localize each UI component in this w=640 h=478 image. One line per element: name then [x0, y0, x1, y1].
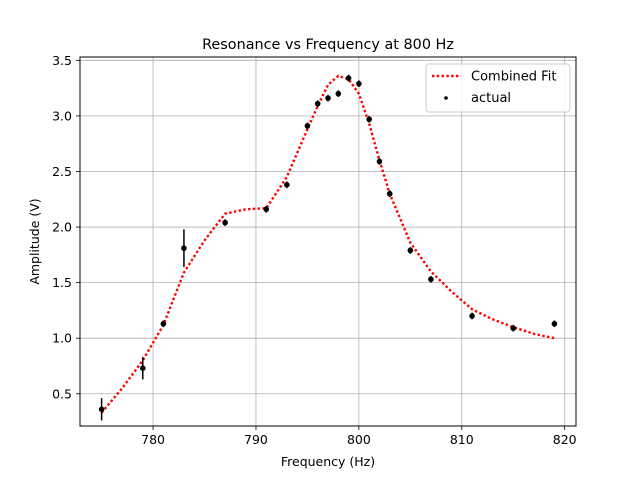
grid-lines — [80, 57, 576, 426]
y-tick-label: 1.0 — [52, 331, 72, 346]
data-point — [284, 182, 290, 188]
x-tick-label: 810 — [450, 432, 474, 447]
y-tick-label: 2.5 — [52, 164, 72, 179]
data-point — [160, 320, 167, 327]
axis-ticks: 780 790 800 810 820 0.5 1.0 1.5 2.0 2.5 3.0 3.5 — [52, 53, 577, 447]
combined-fit-line — [100, 74, 555, 414]
data-point — [376, 158, 383, 165]
chart-title: Resonance vs Frequency at 800 Hz — [202, 37, 454, 53]
fit-series — [100, 74, 555, 414]
data-point — [366, 116, 372, 123]
data-point — [263, 206, 270, 213]
data-point — [181, 245, 187, 251]
y-tick-label: 2.0 — [52, 220, 72, 235]
data-point — [304, 123, 311, 129]
legend: Combined Fit actual — [425, 63, 571, 113]
data-point — [356, 80, 362, 87]
data-point — [469, 313, 475, 319]
data-point — [325, 95, 331, 101]
data-point — [345, 75, 352, 81]
plot-area-frame — [79, 56, 577, 427]
y-tick-label: 3.5 — [52, 53, 72, 68]
actual-series — [98, 74, 558, 421]
x-tick-label: 820 — [553, 432, 577, 447]
legend-actual-label: actual — [471, 91, 511, 106]
y-tick-label: 1.5 — [52, 275, 72, 290]
legend-fit-label: Combined Fit — [471, 70, 556, 85]
x-tick-label: 800 — [347, 432, 371, 447]
x-tick-label: 780 — [141, 432, 165, 447]
x-axis-label: Frequency (Hz) — [281, 454, 375, 469]
data-point — [551, 320, 558, 327]
data-point — [222, 219, 228, 226]
data-point — [407, 247, 414, 254]
data-point — [314, 100, 321, 107]
y-tick-label: 3.0 — [52, 108, 72, 123]
data-point — [139, 365, 146, 372]
data-point — [98, 406, 105, 413]
legend-actual-marker — [444, 96, 448, 100]
legend-box — [425, 63, 571, 113]
data-point — [335, 90, 342, 97]
x-tick-label: 790 — [244, 432, 268, 447]
data-point — [386, 190, 393, 197]
y-tick-label: 0.5 — [52, 386, 72, 401]
data-point — [428, 276, 434, 283]
data-point — [510, 325, 517, 331]
y-axis-label: Amplitude (V) — [27, 198, 42, 284]
